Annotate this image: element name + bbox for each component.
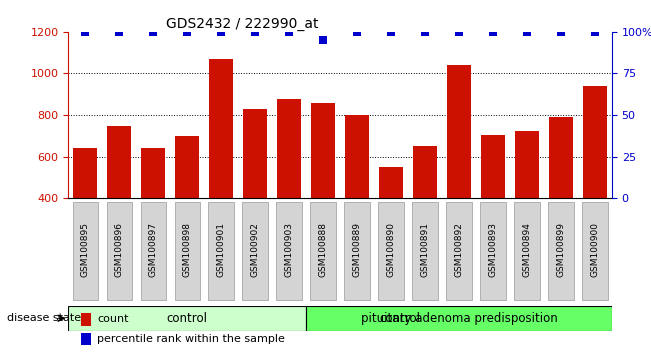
Bar bbox=[583, 86, 607, 281]
Text: GSM100891: GSM100891 bbox=[421, 222, 430, 277]
Text: GSM100898: GSM100898 bbox=[183, 222, 192, 277]
Text: count: count bbox=[97, 314, 128, 324]
Text: GDS2432 / 222990_at: GDS2432 / 222990_at bbox=[166, 17, 319, 31]
Point bbox=[590, 29, 600, 35]
FancyBboxPatch shape bbox=[306, 306, 612, 331]
Point bbox=[386, 29, 396, 35]
Point bbox=[216, 29, 227, 35]
Bar bbox=[549, 117, 573, 281]
Text: control: control bbox=[167, 312, 208, 325]
FancyBboxPatch shape bbox=[582, 202, 607, 300]
Point bbox=[488, 29, 498, 35]
Bar bbox=[311, 103, 335, 281]
FancyBboxPatch shape bbox=[514, 202, 540, 300]
FancyBboxPatch shape bbox=[548, 202, 574, 300]
Bar bbox=[447, 65, 471, 281]
Point bbox=[522, 29, 533, 35]
Text: GSM100889: GSM100889 bbox=[353, 222, 362, 277]
FancyBboxPatch shape bbox=[208, 202, 234, 300]
Text: GSM100897: GSM100897 bbox=[149, 222, 158, 277]
Text: GSM100888: GSM100888 bbox=[318, 222, 327, 277]
Text: GSM100901: GSM100901 bbox=[217, 222, 226, 277]
Text: GSM100892: GSM100892 bbox=[454, 222, 464, 277]
Bar bbox=[243, 109, 267, 281]
Text: disease state: disease state bbox=[7, 313, 81, 323]
FancyBboxPatch shape bbox=[447, 202, 472, 300]
Text: percentile rank within the sample: percentile rank within the sample bbox=[97, 334, 285, 344]
Point bbox=[80, 29, 90, 35]
Text: GSM100895: GSM100895 bbox=[81, 222, 90, 277]
Text: GSM100899: GSM100899 bbox=[557, 222, 566, 277]
FancyBboxPatch shape bbox=[378, 202, 404, 300]
FancyBboxPatch shape bbox=[277, 202, 302, 300]
FancyBboxPatch shape bbox=[141, 202, 166, 300]
Bar bbox=[107, 126, 132, 281]
Bar bbox=[81, 313, 91, 326]
FancyBboxPatch shape bbox=[174, 202, 200, 300]
Bar bbox=[345, 115, 369, 281]
Point bbox=[284, 29, 294, 35]
Text: GSM100896: GSM100896 bbox=[115, 222, 124, 277]
Bar bbox=[81, 333, 91, 345]
FancyBboxPatch shape bbox=[73, 202, 98, 300]
Bar bbox=[210, 59, 233, 281]
Text: GSM100903: GSM100903 bbox=[284, 222, 294, 277]
Point bbox=[114, 29, 124, 35]
Bar bbox=[74, 148, 97, 281]
FancyBboxPatch shape bbox=[344, 202, 370, 300]
Text: GSM100894: GSM100894 bbox=[523, 222, 531, 277]
FancyBboxPatch shape bbox=[412, 202, 438, 300]
Point bbox=[148, 29, 158, 35]
Text: GSM100902: GSM100902 bbox=[251, 222, 260, 277]
Point bbox=[318, 37, 328, 43]
Bar bbox=[141, 148, 165, 281]
Bar bbox=[175, 136, 199, 281]
Bar bbox=[413, 146, 437, 281]
FancyBboxPatch shape bbox=[107, 202, 132, 300]
Point bbox=[420, 29, 430, 35]
Point bbox=[182, 29, 193, 35]
Bar bbox=[380, 167, 403, 281]
FancyBboxPatch shape bbox=[68, 306, 306, 331]
Point bbox=[352, 29, 363, 35]
FancyBboxPatch shape bbox=[311, 202, 336, 300]
Text: GSM100900: GSM100900 bbox=[590, 222, 600, 277]
Text: control: control bbox=[379, 312, 420, 325]
Point bbox=[454, 29, 464, 35]
FancyBboxPatch shape bbox=[242, 202, 268, 300]
Point bbox=[250, 29, 260, 35]
Bar bbox=[481, 135, 505, 281]
Text: pituitary adenoma predisposition: pituitary adenoma predisposition bbox=[361, 312, 557, 325]
Point bbox=[556, 29, 566, 35]
Bar bbox=[277, 99, 301, 281]
Text: GSM100893: GSM100893 bbox=[488, 222, 497, 277]
Text: GSM100890: GSM100890 bbox=[387, 222, 396, 277]
FancyBboxPatch shape bbox=[480, 202, 506, 300]
Bar bbox=[515, 131, 539, 281]
